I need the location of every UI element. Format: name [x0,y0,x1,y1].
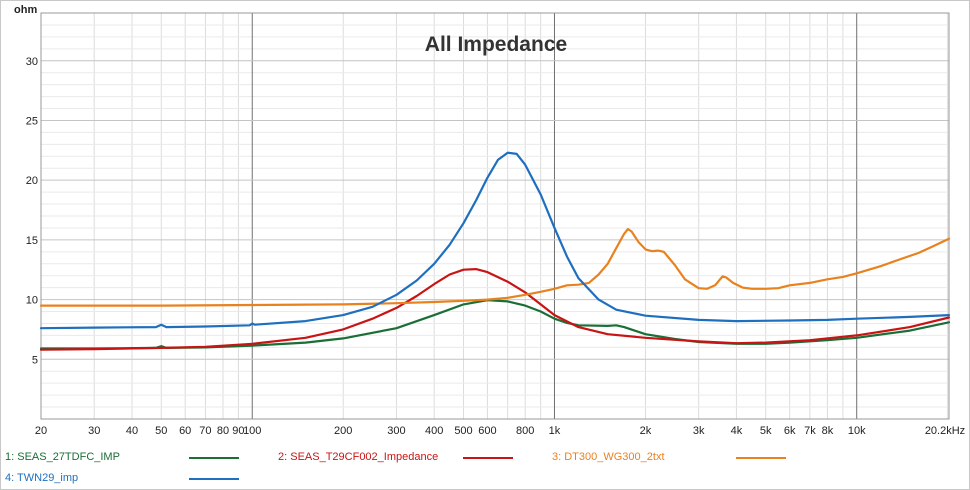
x-tick-label: 7k [804,425,816,437]
y-tick-label: 10 [26,295,38,307]
legend-label-2: 2: SEAS_T29CF002_Impedance [278,451,439,463]
y-tick-label: 20 [26,175,38,187]
x-tick-label: 90 [232,425,244,437]
minor-gridlines [40,13,949,419]
x-tick-label: 20 [35,425,47,437]
chart-title: All Impedance [425,33,567,56]
legend-swatch-3 [736,457,786,459]
x-tick-label: 80 [217,425,229,437]
y-axis-unit-label: ohm [14,4,37,16]
x-tick-label: 200 [334,425,352,437]
x-tick-label: 4k [731,425,743,437]
legend-swatch-1 [189,457,239,459]
x-tick-label: 20.2kHz [925,425,965,437]
x-tick-label: 600 [478,425,496,437]
x-tick-label: 5k [760,425,772,437]
legend-label-1: 1: SEAS_27TDFC_IMP [5,451,120,463]
series-line-4 [39,151,951,330]
x-tick-label: 6k [784,425,796,437]
series-line-1 [39,299,951,350]
x-tick-label: 60 [179,425,191,437]
plot-area [40,12,950,420]
x-tick-label: 1k [549,425,561,437]
x-tick-label: 10k [848,425,866,437]
x-tick-label: 70 [199,425,211,437]
x-tick-label: 800 [516,425,534,437]
x-tick-label: 40 [126,425,138,437]
x-tick-label: 400 [425,425,443,437]
x-tick-label: 30 [88,425,100,437]
y-tick-label: 25 [26,115,38,127]
x-tick-label: 100 [243,425,261,437]
y-axis-ticks: 5 10 15 20 25 30 [26,56,38,367]
x-tick-label: 8k [822,425,834,437]
x-tick-label: 3k [693,425,705,437]
legend-label-4: 4: TWN29_imp [5,472,79,484]
x-tick-label: 50 [155,425,167,437]
series-line-3 [39,228,951,307]
legend-label-3: 3: DT300_WG300_2txt [552,451,665,463]
x-tick-label: 500 [454,425,472,437]
y-tick-label: 5 [32,354,38,366]
legend-swatch-4 [189,478,239,480]
legend-swatch-2 [463,457,513,459]
series-line-2 [39,268,951,351]
series-lines [39,151,951,351]
x-tick-label: 2k [640,425,652,437]
x-tick-label: 300 [387,425,405,437]
y-tick-label: 15 [26,235,38,247]
y-tick-label: 30 [26,56,38,68]
